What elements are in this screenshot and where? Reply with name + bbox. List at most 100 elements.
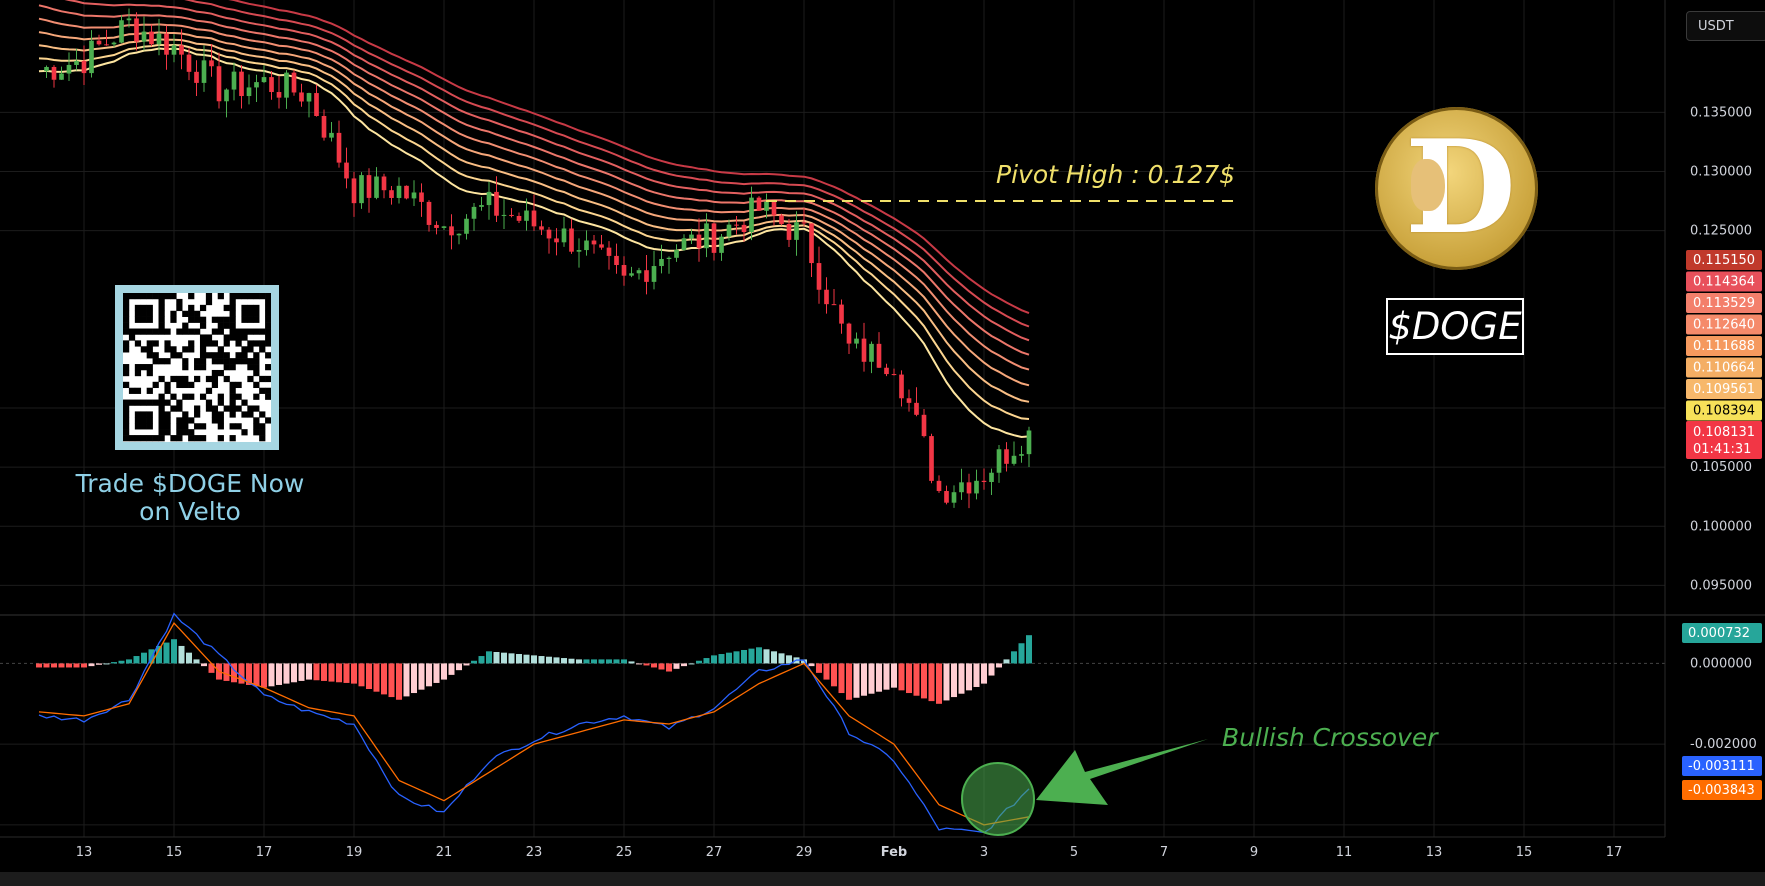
candle-body (306, 93, 312, 102)
qr-module (265, 393, 272, 400)
qr-module (211, 381, 219, 389)
qr-module (241, 293, 248, 300)
arrow-icon (1036, 739, 1208, 805)
candle-body (1026, 430, 1032, 455)
macd-histogram-bar (103, 663, 110, 665)
candle-body (621, 265, 627, 276)
macd-line (38, 612, 1030, 834)
candle-body (89, 40, 94, 74)
qr-module (164, 411, 171, 418)
macd-histogram-bar (163, 642, 170, 664)
crossover-highlight-circle (961, 762, 1035, 836)
qr-module (223, 322, 230, 329)
qr-module (146, 340, 153, 347)
macd-histogram-bar (126, 659, 132, 664)
macd-histogram-bar (891, 663, 897, 688)
qr-module (217, 328, 224, 335)
qr-module (223, 375, 230, 383)
macd-histogram-bar (583, 659, 590, 664)
qr-module (146, 352, 153, 359)
candle-body (749, 197, 754, 233)
candle-body (434, 224, 439, 228)
axes: 13 15 17 19 21 23 25 27 29 Feb 3 5 7 9 11 13 15 17 0.13500… (76, 105, 1762, 860)
qr-module (253, 293, 260, 300)
candle-body (824, 289, 829, 305)
qr-module (253, 316, 260, 323)
macd-histogram-bar (606, 659, 612, 664)
qr-module (146, 310, 153, 317)
qr-module (253, 352, 260, 359)
ema-value-badge (1686, 271, 1762, 292)
qr-module (211, 375, 219, 383)
macd-histogram-bar (463, 663, 470, 666)
qr-module (188, 393, 195, 400)
candle-body (644, 270, 649, 282)
qr-module (123, 364, 130, 371)
candle-body (584, 240, 589, 251)
macd-histogram-bar (823, 663, 830, 680)
qr-module (123, 293, 130, 300)
qr-module (199, 304, 207, 312)
qr-module (182, 423, 189, 430)
ema-line (184, 0, 1030, 328)
macd-histogram-bar (403, 663, 410, 697)
qr-module (229, 316, 236, 323)
ema-value-text: 0.112640 (1693, 318, 1755, 333)
doge-coin-logo: D (1375, 107, 1538, 270)
candle-body (576, 250, 582, 252)
qr-module (235, 405, 242, 412)
qr-module (253, 340, 260, 347)
qr-module (247, 346, 254, 353)
candle-body (269, 77, 274, 93)
candle-body (756, 197, 762, 211)
qr-module (146, 417, 153, 424)
qr-module (247, 328, 254, 335)
qr-module (182, 381, 189, 389)
candle-body (561, 228, 567, 243)
macd-histogram-bar (433, 663, 440, 683)
ema-value-text: 0.111688 (1693, 339, 1755, 354)
qr-module (199, 364, 207, 371)
currency-selector[interactable]: USDT (1686, 11, 1765, 41)
macd-histogram-bar (381, 663, 387, 695)
qr-module (164, 358, 171, 365)
candle-body (959, 482, 964, 493)
qr-module (146, 316, 153, 323)
macd-histogram-bar (658, 663, 665, 670)
qr-module (146, 423, 153, 430)
time-axis-label: 9 (1250, 845, 1258, 860)
qr-module (140, 328, 147, 335)
qr-module (152, 435, 159, 442)
macd-histogram-bar (238, 663, 245, 684)
macd-axis-label: 0.000000 (1690, 656, 1752, 671)
ticker-badge: $DOGE (1386, 298, 1524, 355)
qr-module (199, 334, 207, 341)
ema-value-badge (1686, 379, 1762, 399)
macd-histogram-bar (546, 656, 552, 664)
time-axis-label: 13 (1426, 845, 1443, 860)
qr-module (205, 399, 213, 406)
annotations-overlay (766, 200, 1240, 836)
macd-histogram-bar (898, 663, 905, 691)
qr-module (182, 429, 189, 436)
macd-histogram-bar (523, 654, 530, 664)
qr-module (158, 316, 165, 323)
qr-module (164, 328, 171, 335)
qr-module (170, 393, 177, 400)
qr-module (170, 352, 177, 359)
time-axis-label: 19 (346, 845, 363, 860)
candle-body (689, 234, 694, 239)
macd-histogram-bar (276, 663, 282, 685)
candle-body (794, 222, 799, 240)
macd-histogram-bar (231, 663, 237, 683)
macd-histogram-bar (291, 663, 297, 683)
qr-module (134, 417, 142, 424)
candle-body (846, 323, 852, 344)
qr-module (241, 411, 248, 418)
qr-module (259, 435, 266, 442)
qr-module (176, 435, 183, 442)
qr-module (247, 405, 254, 412)
candle-body (996, 449, 1002, 473)
candle-body (906, 398, 912, 403)
